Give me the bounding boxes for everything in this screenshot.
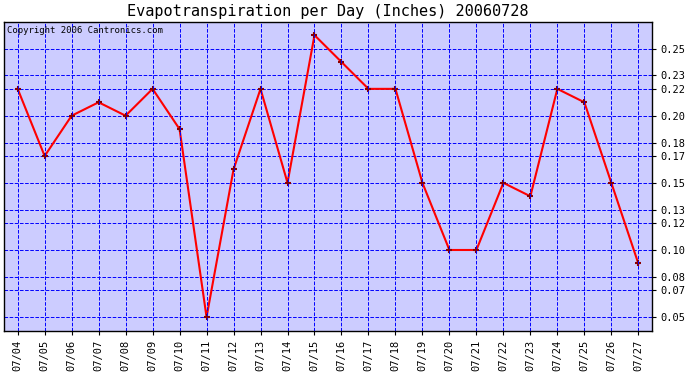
Text: Copyright 2006 Cantronics.com: Copyright 2006 Cantronics.com [8, 26, 164, 35]
Title: Evapotranspiration per Day (Inches) 20060728: Evapotranspiration per Day (Inches) 2006… [127, 4, 529, 19]
